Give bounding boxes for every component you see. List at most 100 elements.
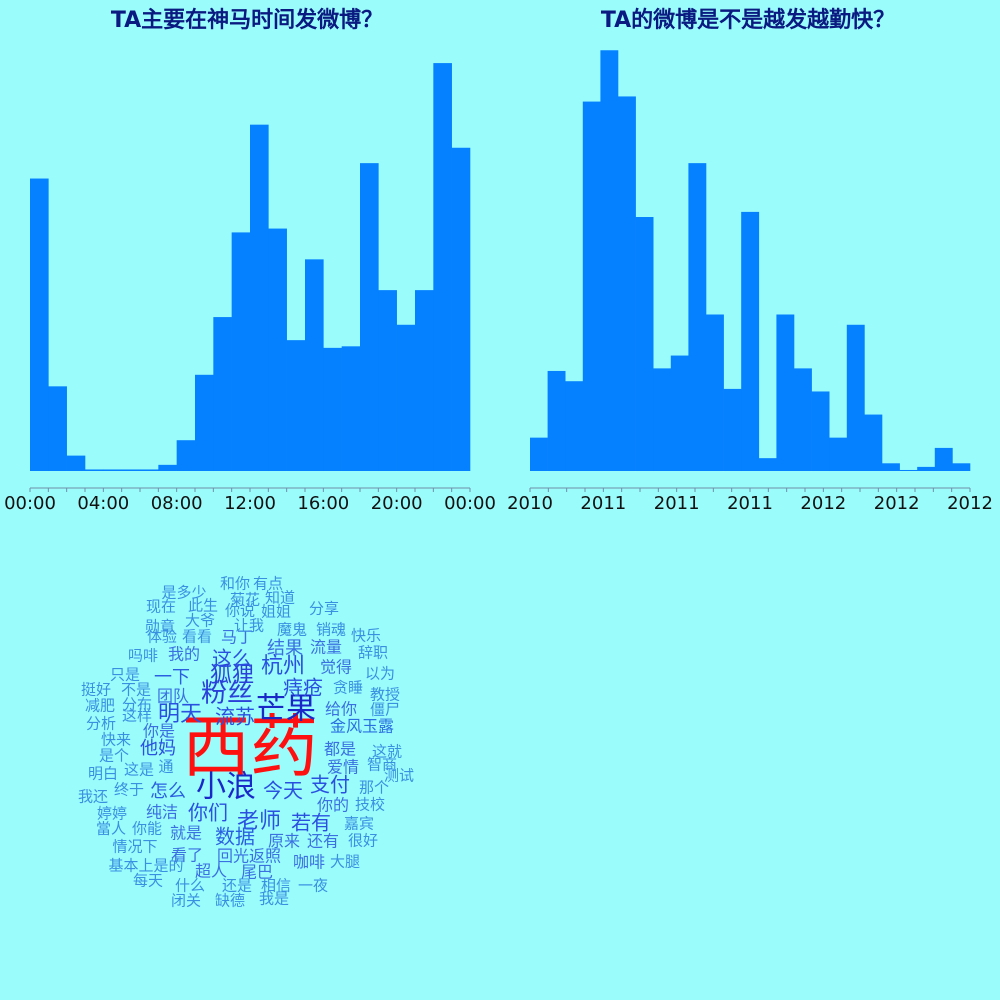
- x-tick-label: 00:00: [444, 493, 496, 514]
- bar: [917, 466, 936, 471]
- cloud-word: 菊花: [230, 591, 260, 609]
- cloud-word: 超人: [195, 862, 227, 881]
- bar: [323, 347, 342, 471]
- bar: [140, 469, 159, 471]
- bar: [30, 178, 49, 472]
- bar: [121, 469, 141, 471]
- bar: [776, 314, 795, 471]
- cloud-word: 支付: [310, 773, 350, 797]
- bar: [176, 440, 196, 471]
- cloud-word: 我是: [259, 890, 289, 908]
- bar: [635, 217, 654, 471]
- cloud-word: 情况下: [112, 838, 157, 856]
- bar: [378, 290, 397, 471]
- cloud-word: 老师: [237, 809, 281, 834]
- cloud-word: 爱情: [327, 758, 359, 777]
- cloud-word: 不是: [121, 681, 151, 699]
- cloud-word: 痔疮: [283, 676, 323, 700]
- chart-title-hour: TA主要在神马时间发微博？: [111, 7, 383, 33]
- cloud-word: 减肥: [85, 697, 115, 715]
- cloud-word: 婷婷: [97, 805, 127, 823]
- cloud-word: 原来: [268, 832, 300, 851]
- cloud-word: 今天: [263, 779, 303, 803]
- bar: [794, 368, 812, 471]
- bar: [451, 147, 471, 471]
- cloud-word: 纯洁: [146, 803, 178, 822]
- cloud-word: 是个: [99, 747, 129, 765]
- bar: [305, 259, 324, 471]
- cloud-word: 一夜: [298, 877, 328, 895]
- cloud-word: 西药: [182, 709, 318, 788]
- cloud-word: 这么: [212, 647, 252, 671]
- cloud-word: 金风玉露: [330, 717, 394, 736]
- bar: [846, 324, 865, 471]
- cloud-word: 闭关: [171, 892, 201, 910]
- cloud-word: 杭州: [261, 654, 305, 679]
- cloud-word: 你们: [188, 801, 228, 825]
- bar: [341, 346, 361, 471]
- cloud-word: 给你: [325, 700, 357, 719]
- cloud-word: 很好: [348, 832, 378, 850]
- bar: [48, 386, 67, 471]
- bar: [231, 232, 251, 471]
- x-tick-label: 2012: [947, 493, 993, 514]
- bar: [396, 324, 416, 471]
- x-tick-label: 2012: [800, 493, 846, 514]
- cloud-word: 缺德: [215, 892, 245, 910]
- cloud-word: 吗啡: [128, 647, 158, 665]
- cloud-word: 一下: [154, 667, 190, 688]
- cloud-word: 你是: [143, 722, 175, 741]
- bar: [565, 381, 584, 471]
- cloud-word: 还有: [307, 832, 339, 851]
- cloud-word: 看了: [171, 846, 203, 865]
- cloud-word: 知道: [265, 589, 295, 607]
- bar: [899, 469, 918, 471]
- bar: [433, 63, 452, 471]
- bar: [66, 455, 86, 471]
- bar: [829, 437, 848, 471]
- histogram-year: 2010 2011 2011 2011 2012 2012 2012: [507, 50, 993, 514]
- bar: [360, 163, 379, 471]
- cloud-word: 小浪: [196, 770, 256, 805]
- bar: [706, 314, 724, 471]
- cloud-word: 你能: [132, 820, 162, 838]
- cloud-word: 分析: [86, 715, 116, 733]
- cloud-word: 让我: [234, 617, 264, 635]
- cloud-word: 智商: [367, 756, 397, 774]
- cloud-word: 明白: [88, 765, 118, 783]
- cloud-word: 就是: [170, 824, 202, 843]
- cloud-word: 快来: [101, 731, 131, 749]
- cloud-word: 芒果: [256, 692, 316, 727]
- cloud-word: 當人: [96, 820, 126, 838]
- bar: [158, 464, 177, 471]
- cloud-word: 技校: [355, 796, 385, 814]
- cloud-word: 我还: [78, 788, 108, 806]
- cloud-word: 勋章: [145, 618, 175, 636]
- cloud-word: 此生: [188, 597, 218, 615]
- bar: [952, 463, 971, 471]
- bar: [415, 290, 434, 471]
- cloud-word: 终于: [114, 781, 144, 799]
- cloud-word: 挺好: [81, 681, 111, 699]
- cloud-word: 分享: [309, 600, 339, 618]
- cloud-word: 你的: [317, 796, 349, 815]
- cloud-word: 尾巴: [241, 863, 273, 882]
- cloud-word: 有点: [253, 575, 283, 593]
- cloud-word: 马丁: [221, 628, 253, 647]
- cloud-word: 粉丝: [201, 679, 253, 709]
- bar: [195, 374, 214, 471]
- cloud-word: 大腿: [330, 853, 360, 871]
- x-tick-label: 16:00: [297, 493, 349, 514]
- bar: [85, 469, 104, 471]
- cloud-word: 基本上是的: [108, 857, 183, 875]
- bar: [213, 317, 232, 471]
- bar: [103, 469, 122, 471]
- cloud-word: 魔鬼: [277, 621, 307, 639]
- cloud-word: 大爷: [185, 612, 215, 630]
- cloud-word: 体验: [147, 628, 177, 646]
- x-tick-label: 00:00: [4, 493, 56, 514]
- bar: [600, 50, 619, 472]
- cloud-word: 姐姐: [261, 603, 291, 621]
- cloud-word: 这样: [122, 707, 152, 725]
